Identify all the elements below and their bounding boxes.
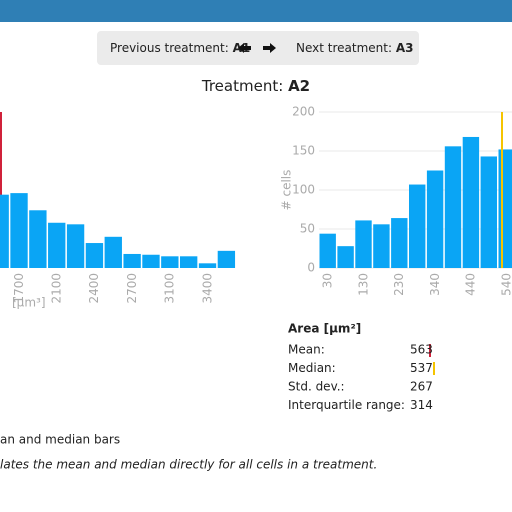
- bar: [391, 218, 408, 268]
- x-tick-label: 340: [428, 273, 442, 296]
- y-tick-label: 100: [292, 183, 315, 197]
- x-tick-label: 30: [320, 273, 334, 288]
- y-tick-label: 0: [307, 261, 315, 275]
- bar: [337, 246, 354, 268]
- y-tick-label: 200: [292, 105, 315, 119]
- x-tick-label: 230: [392, 273, 406, 296]
- bar: [409, 184, 426, 268]
- prev-link[interactable]: Previous treatment: A1: [110, 41, 250, 55]
- bar: [498, 149, 512, 268]
- next-value: A3: [396, 41, 414, 55]
- bar: [217, 250, 236, 268]
- bar: [29, 210, 47, 268]
- x-tick-label: 440: [464, 273, 478, 296]
- stat-value: 563: [410, 343, 433, 357]
- x-axis-label: [µm³]: [12, 296, 46, 310]
- note: an and median bars: [0, 433, 120, 447]
- bar: [462, 136, 480, 268]
- y-axis-label: # cells: [280, 170, 294, 211]
- treatment-label: Treatment:: [201, 77, 283, 95]
- next-link[interactable]: Next treatment: A3: [296, 41, 413, 55]
- median-swatch: [433, 362, 435, 375]
- stat-value: 267: [410, 380, 433, 394]
- nav-box: [97, 31, 419, 65]
- bar: [480, 156, 497, 268]
- treatment-value: A2: [288, 77, 310, 95]
- bar: [66, 224, 85, 268]
- x-tick-label: 1700: [12, 273, 26, 304]
- stat-value: 537: [410, 361, 433, 375]
- x-tick-label: 3400: [200, 273, 214, 304]
- stat-label: Mean:: [288, 343, 325, 357]
- prev-label: Previous treatment:: [110, 41, 229, 55]
- bar: [180, 256, 198, 268]
- y-tick-label: 50: [300, 222, 315, 236]
- x-tick-label: 3100: [163, 273, 177, 304]
- right-arrow[interactable]: [263, 43, 276, 53]
- note: lates the mean and median directly for a…: [0, 458, 377, 472]
- stat-label: Interquartile range:: [288, 398, 405, 412]
- next-label: Next treatment:: [296, 41, 392, 55]
- bar: [48, 222, 66, 268]
- x-tick-label: 2400: [87, 273, 101, 304]
- bar: [104, 236, 122, 268]
- treatment-title: Treatment: A2: [201, 77, 310, 95]
- x-tick-label: 130: [356, 273, 370, 296]
- x-tick-label: 540: [499, 273, 512, 296]
- mean-swatch: [429, 344, 431, 357]
- stat-label: Std. dev.:: [288, 380, 345, 394]
- bar: [198, 263, 217, 268]
- x-tick-label: 2700: [125, 273, 139, 304]
- bar: [161, 256, 179, 268]
- bar: [10, 193, 28, 268]
- bar: [444, 146, 462, 268]
- bar: [85, 243, 104, 268]
- y-tick-label: 150: [292, 144, 315, 158]
- bar: [142, 254, 160, 268]
- bar: [123, 253, 141, 268]
- stat-label: Median:: [288, 361, 336, 375]
- bar: [426, 170, 444, 268]
- left-arrow[interactable]: [238, 43, 251, 53]
- stats-title: Area [µm²]: [288, 322, 361, 336]
- top-bar: [0, 0, 512, 22]
- bar: [373, 224, 390, 268]
- bar: [319, 233, 336, 268]
- x-tick-label: 2100: [49, 273, 63, 304]
- stat-value: 314: [410, 398, 433, 412]
- bar: [0, 194, 9, 268]
- bar: [355, 220, 372, 268]
